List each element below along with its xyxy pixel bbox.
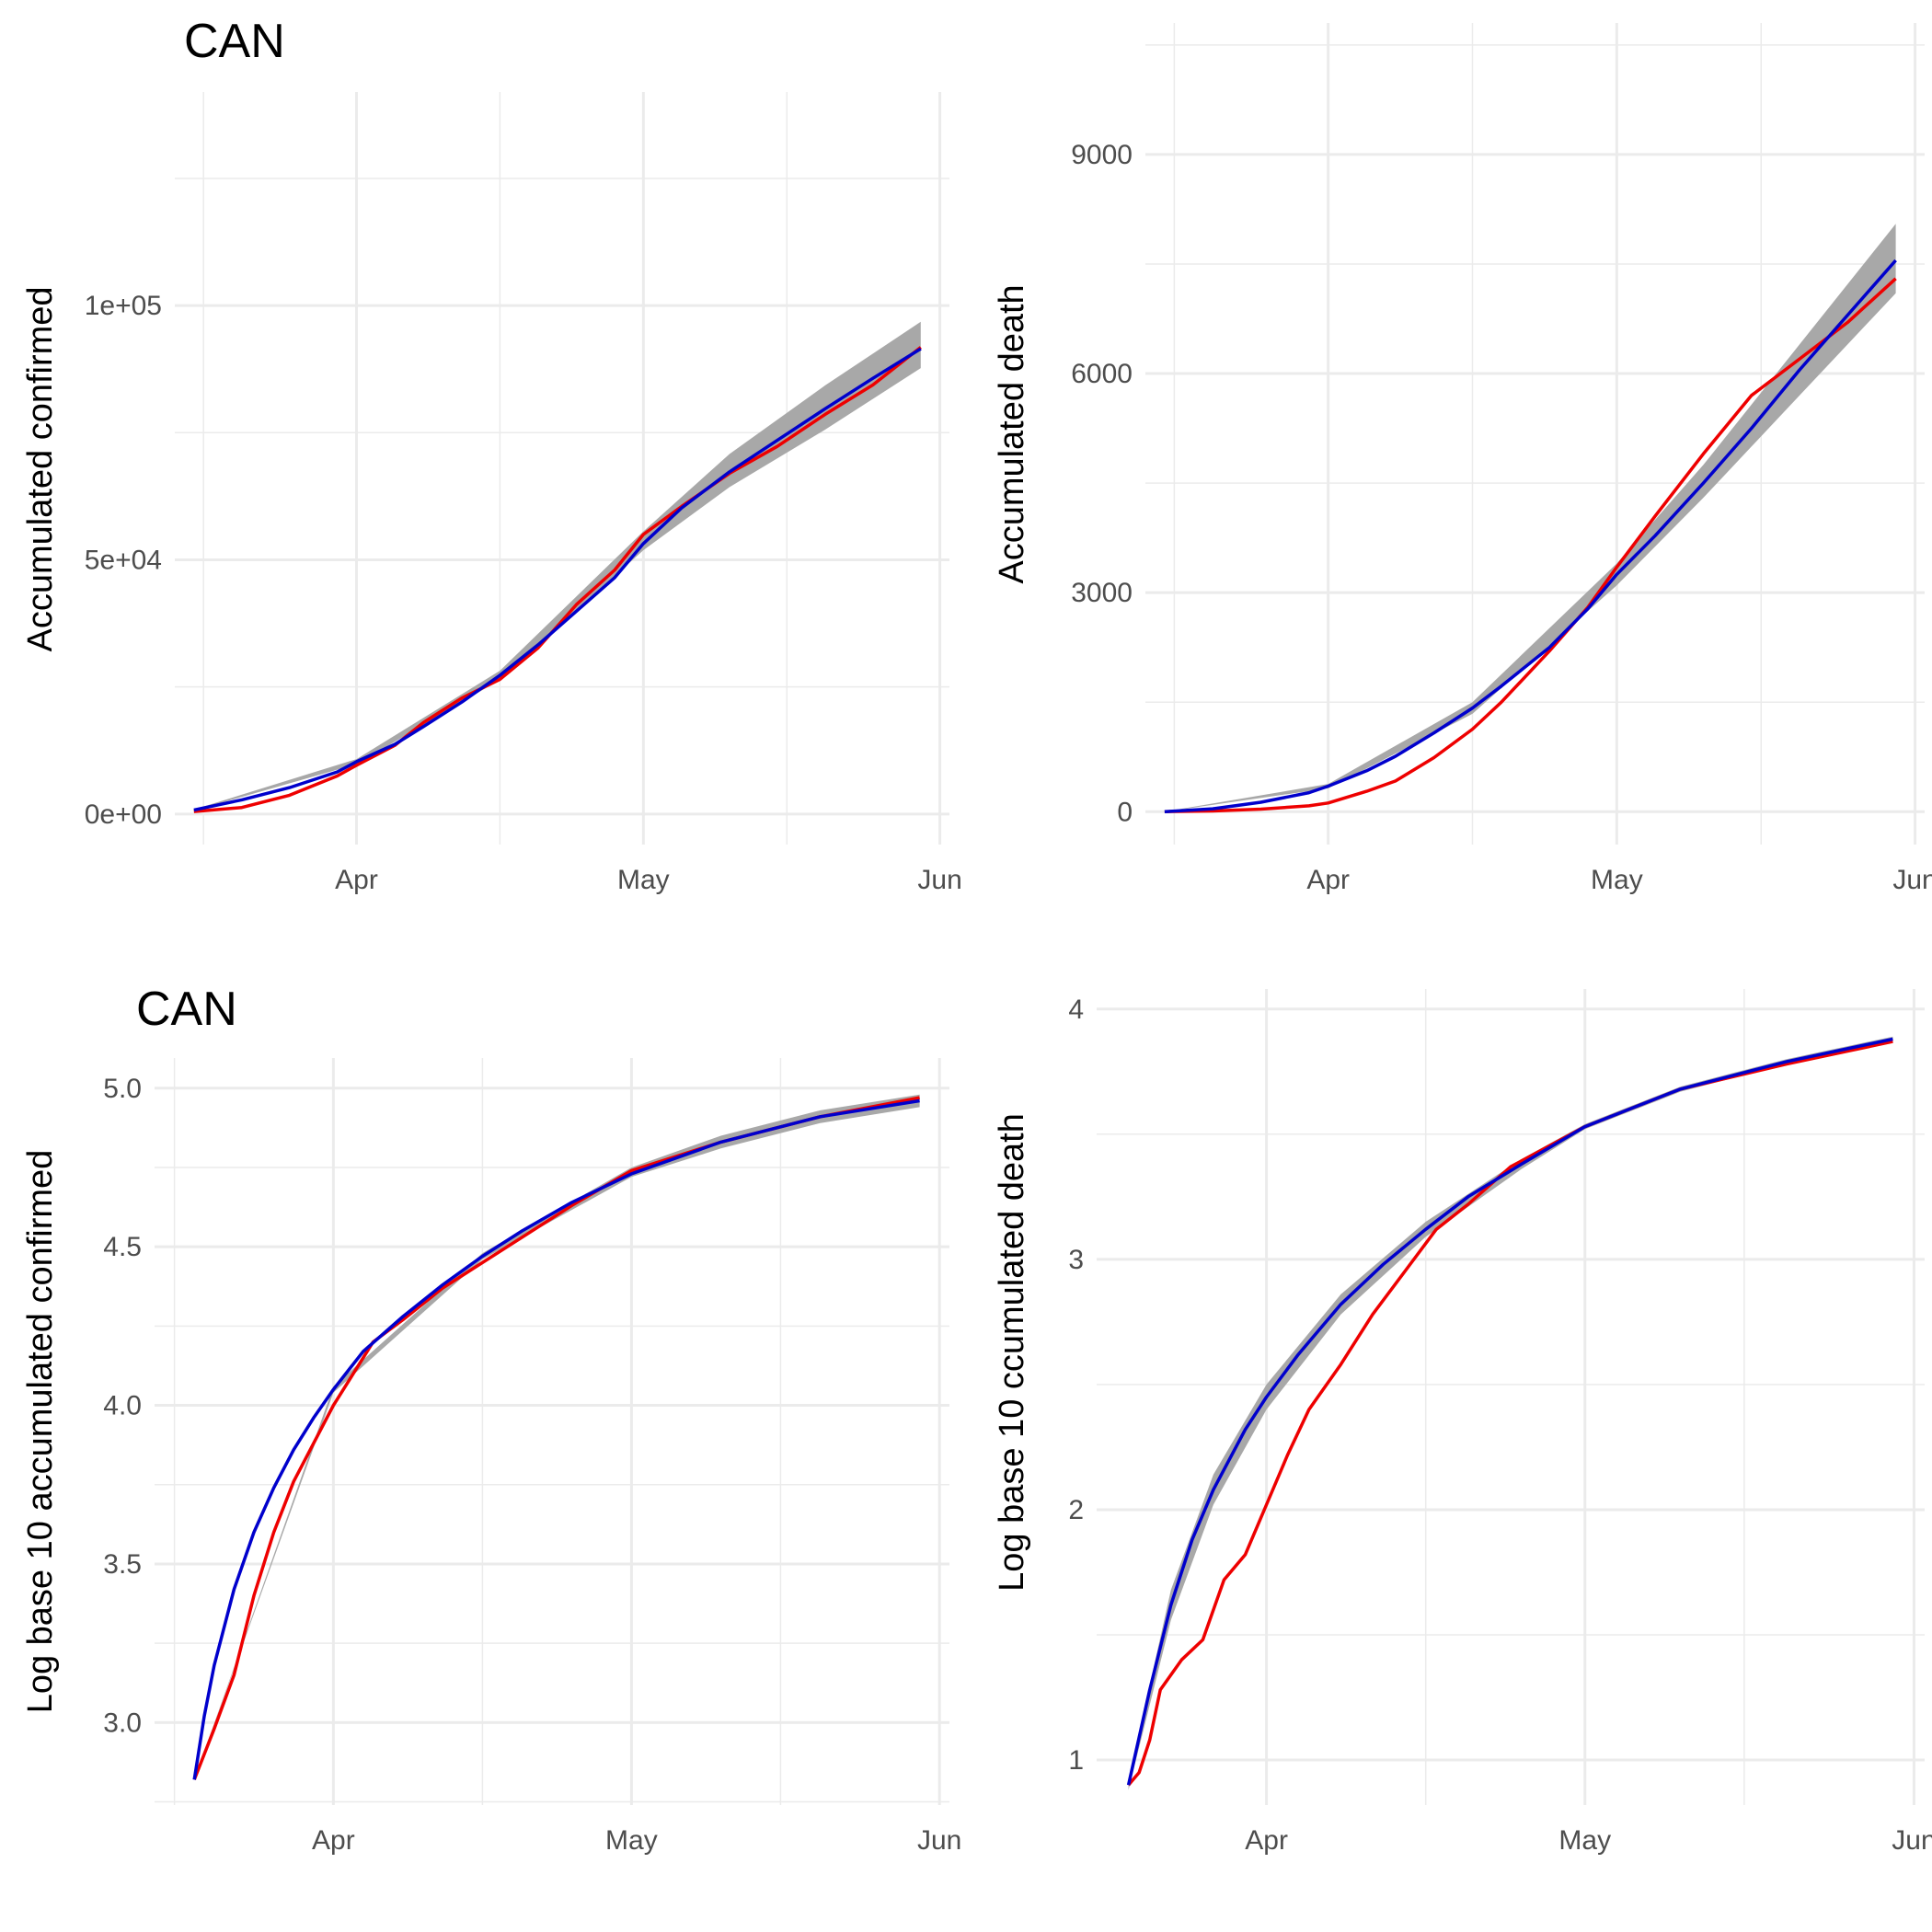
fitted-series-line [192,1098,920,1780]
y-tick-label: 3000 [1071,578,1133,608]
x-tick-label: May [617,865,670,895]
y-tick-label: 5.0 [103,1074,142,1104]
x-tick-label: Apr [1306,865,1350,895]
y-axis-title: Accumulated confirmed [21,286,60,651]
grid-layer [1097,989,1925,1805]
x-tick-label: Jun [1892,1825,1932,1856]
band-layer [1164,224,1896,812]
panel-log-accumulated-death: 1 2 3 4 Apr May Jun Log base 10 ccumulated dea… [993,989,1932,1856]
band-layer [193,321,921,811]
panel-accumulated-confirmed: 0e+00 5e+04 1e+05 Apr May Jun CAN Accumulated… [21,15,962,895]
observed-series-line [193,346,922,813]
y-tick-label: 4 [1068,995,1084,1025]
grid-layer [155,1058,949,1805]
y-axis-title: Accumulated death [993,284,1031,583]
y-tick-label: 3.0 [103,1708,142,1738]
line-layer [193,346,922,813]
y-tick-label: 6000 [1071,359,1133,389]
y-tick-label: 1e+05 [85,291,162,321]
line-layer [192,1096,920,1781]
band-layer [1128,1036,1893,1790]
label-layer: 3.0 3.5 4.0 4.5 5.0 Apr May Jun [103,1074,961,1856]
y-tick-label: 2 [1068,1495,1084,1525]
fitted-series-line [1164,259,1897,814]
label-layer: 0 3000 6000 9000 Apr May Jun [1071,140,1932,895]
x-tick-label: May [1558,1825,1611,1856]
x-tick-label: Jun [917,865,961,895]
x-tick-label: Jun [1892,865,1932,895]
panel-title: CAN [184,15,285,68]
observed-series-line [192,1096,920,1781]
y-tick-label: 3.5 [103,1549,142,1580]
y-tick-label: 1 [1068,1745,1084,1776]
x-tick-label: Apr [312,1825,355,1856]
observed-series-line [1164,277,1897,813]
confidence-band [1164,224,1896,812]
y-tick-label: 5e+04 [85,545,162,575]
x-tick-label: May [605,1825,658,1856]
panel-accumulated-death: 0 3000 6000 9000 Apr May Jun Accumulated death [993,23,1932,895]
x-tick-label: Apr [1245,1825,1288,1856]
y-tick-label: 0 [1117,797,1133,827]
label-layer: 1 2 3 4 Apr May Jun [1068,995,1932,1856]
y-tick-label: 4.0 [103,1391,142,1421]
line-layer [1126,1037,1893,1787]
line-layer [1164,259,1897,814]
x-tick-label: Jun [917,1825,961,1856]
confidence-band [1128,1036,1893,1790]
panel-title: CAN [136,983,237,1036]
panel-log-accumulated-confirmed: 3.0 3.5 4.0 4.5 5.0 Apr May Jun CAN Log base 10… [21,983,961,1856]
y-tick-label: 0e+00 [85,799,162,830]
y-tick-label: 4.5 [103,1232,142,1262]
observed-series-line [1127,1040,1893,1787]
fitted-series-line [1126,1037,1893,1786]
label-layer: 0e+00 5e+04 1e+05 Apr May Jun [85,291,962,895]
y-tick-label: 3 [1068,1245,1084,1275]
x-tick-label: Apr [335,865,378,895]
grid-layer [1145,23,1925,845]
fitted-series-line [193,347,922,812]
y-axis-title: Log base 10 accumulated confirmed [21,1150,60,1714]
x-tick-label: May [1591,865,1643,895]
y-tick-label: 9000 [1071,140,1133,170]
grid-layer [175,92,949,845]
confidence-band [193,321,921,811]
y-axis-title: Log base 10 ccumulated death [993,1113,1031,1592]
